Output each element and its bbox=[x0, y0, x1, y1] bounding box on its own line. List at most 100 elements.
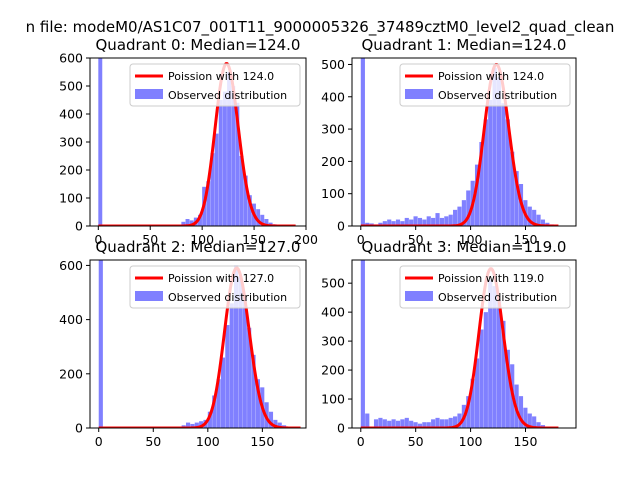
histogram-bar bbox=[510, 151, 515, 226]
histogram-bar bbox=[505, 349, 510, 428]
histogram-bar bbox=[264, 219, 269, 226]
legend: Poission with 119.0 Observed distribution bbox=[399, 265, 571, 309]
legend: Poission with 124.0 Observed distribution bbox=[129, 63, 301, 107]
plot-area bbox=[360, 260, 559, 428]
histogram-bar bbox=[378, 417, 383, 428]
histogram-bar bbox=[186, 422, 191, 428]
x-tick-label: 0 bbox=[357, 232, 365, 247]
poisson-curve bbox=[97, 62, 297, 226]
histogram-bar bbox=[532, 209, 537, 226]
plot-area bbox=[360, 58, 559, 226]
histogram-bar bbox=[222, 91, 227, 226]
panel-title: Quadrant 0: Median=124.0 bbox=[96, 36, 301, 54]
histogram-bar bbox=[373, 419, 379, 428]
legend-frame bbox=[399, 265, 571, 309]
legend-frame bbox=[399, 63, 571, 107]
histogram-bar bbox=[234, 265, 239, 428]
histogram-bar bbox=[395, 420, 401, 428]
x-tick-label: 0 bbox=[95, 434, 103, 449]
poisson-curve bbox=[98, 266, 301, 428]
axes-frame bbox=[89, 259, 307, 429]
histogram-bar bbox=[365, 413, 370, 428]
histogram-bar bbox=[439, 419, 445, 428]
poisson-curve bbox=[360, 267, 559, 428]
legend-label-histogram: Observed distribution bbox=[438, 89, 557, 102]
legend-label-poisson: Poission with 124.0 bbox=[168, 70, 274, 83]
panel-title: Quadrant 2: Median=127.0 bbox=[96, 238, 301, 256]
histogram-bar bbox=[466, 190, 471, 226]
legend: Poission with 124.0 Observed distribution bbox=[399, 63, 571, 107]
histogram-bar bbox=[501, 320, 506, 428]
histogram-bar bbox=[457, 413, 462, 428]
histogram-bar bbox=[540, 219, 546, 226]
histogram-bar bbox=[378, 222, 383, 226]
histogram-bar bbox=[409, 219, 414, 226]
y-tick-label: 400 bbox=[321, 305, 345, 320]
histogram-bar bbox=[474, 358, 480, 428]
histogram-bar bbox=[453, 209, 458, 226]
histogram-bar bbox=[444, 216, 449, 226]
histogram-bar bbox=[185, 219, 190, 226]
histogram-bar bbox=[268, 411, 274, 428]
x-tick-label: 50 bbox=[142, 232, 158, 247]
histogram-bar bbox=[387, 420, 392, 428]
histogram-bar bbox=[251, 354, 256, 428]
y-tick-label: 400 bbox=[321, 89, 345, 104]
panels: Quadrant 0: Median=124.0 0 50 100 150 200 0 100… bbox=[59, 36, 577, 449]
histogram-bar bbox=[199, 421, 204, 428]
y-tick-label: 200 bbox=[321, 154, 345, 169]
histogram-bar bbox=[220, 357, 226, 428]
y-tick-label: 100 bbox=[321, 392, 345, 407]
histogram-bar bbox=[227, 72, 232, 226]
figure-suptitle: n file: modeM0/AS1C07_001T11_9000005326_… bbox=[26, 18, 615, 37]
histogram-bar bbox=[400, 419, 405, 428]
legend-label-histogram: Observed distribution bbox=[438, 291, 557, 304]
histogram-bar bbox=[496, 77, 502, 226]
histogram-bar bbox=[431, 217, 436, 226]
histogram-bar bbox=[435, 213, 440, 226]
histogram-bar bbox=[435, 417, 440, 428]
histogram-bar bbox=[247, 327, 252, 428]
histogram-bar bbox=[382, 419, 387, 428]
y-tick-label: 200 bbox=[59, 366, 83, 381]
y-tick-label: 600 bbox=[59, 258, 83, 273]
histogram-bar bbox=[466, 396, 471, 428]
histogram-bar bbox=[413, 216, 418, 226]
y-tick-label: 300 bbox=[321, 122, 345, 137]
x-tick-label: 50 bbox=[145, 434, 161, 449]
histogram-bar bbox=[255, 379, 260, 428]
panel-quadrant-1: Quadrant 1: Median=124.0 0 50 100 150 0 100 200… bbox=[321, 36, 577, 247]
histogram-bar bbox=[417, 423, 423, 428]
histogram-bar bbox=[404, 217, 409, 226]
histogram-bar bbox=[474, 164, 480, 226]
histogram-bar bbox=[483, 312, 488, 428]
histogram-bar bbox=[214, 133, 219, 226]
histogram-bar bbox=[277, 422, 282, 428]
histogram-bar bbox=[247, 195, 252, 226]
legend-label-poisson: Poission with 124.0 bbox=[438, 70, 544, 83]
y-tick-label: 300 bbox=[59, 135, 83, 150]
histogram-bar bbox=[210, 153, 215, 226]
x-tick-label: 0 bbox=[357, 434, 365, 449]
histogram-bar bbox=[422, 219, 427, 226]
histogram-bar bbox=[190, 423, 195, 428]
histogram-bar bbox=[514, 171, 519, 226]
histogram-bar bbox=[532, 416, 537, 428]
panel-title: Quadrant 1: Median=124.0 bbox=[362, 36, 567, 54]
legend-label-histogram: Observed distribution bbox=[168, 89, 287, 102]
histogram-bar bbox=[545, 222, 550, 226]
panel-quadrant-0: Quadrant 0: Median=124.0 0 50 100 150 200 0 100… bbox=[59, 36, 318, 247]
legend-label-poisson: Poission with 127.0 bbox=[168, 272, 274, 285]
histogram-bar bbox=[242, 297, 247, 428]
y-tick-label: 100 bbox=[59, 191, 83, 206]
plot-area bbox=[97, 58, 297, 226]
histogram-bar bbox=[235, 102, 240, 226]
histogram-bar bbox=[492, 67, 497, 226]
histogram-bar bbox=[413, 422, 418, 428]
histogram-bar bbox=[391, 221, 396, 226]
y-tick-label: 500 bbox=[321, 276, 345, 291]
histogram-bar bbox=[527, 206, 532, 226]
histogram-bar bbox=[479, 142, 484, 226]
panel-quadrant-3: Quadrant 3: Median=119.0 0 50 100 150 0 100 200… bbox=[321, 238, 577, 449]
